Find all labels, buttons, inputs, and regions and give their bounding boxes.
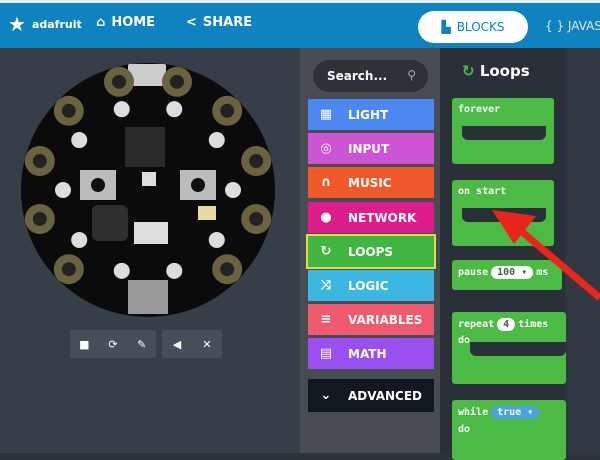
home-icon: ⌂: [96, 15, 106, 30]
category-advanced[interactable]: ⌄ ADVANCED: [308, 379, 434, 412]
category-logic[interactable]: ⤨ LOGIC: [308, 270, 434, 301]
chevron-down-icon: ⌄: [320, 388, 332, 403]
pin-hole: [61, 262, 76, 277]
shuffle-icon: ⤨: [320, 278, 332, 293]
block-forever[interactable]: forever: [452, 98, 554, 164]
repeat-count-input[interactable]: 4: [497, 318, 516, 331]
pin-hole: [220, 103, 235, 118]
category-loops[interactable]: ↻ LOOPS: [306, 234, 436, 269]
home-button[interactable]: ⌂ HOME: [96, 15, 156, 30]
share-button[interactable]: < SHARE: [186, 15, 253, 30]
block-on-start[interactable]: on start: [452, 180, 554, 246]
sim-controls-left: ■ ⟳ ✎: [70, 330, 156, 358]
search-icon: ⚲: [407, 68, 416, 82]
category-math[interactable]: ▤ MATH: [308, 338, 434, 369]
flyout-title: ↻ Loops: [462, 62, 530, 80]
target-icon: ◎: [320, 141, 332, 156]
neopixel-led: [71, 132, 88, 149]
block-repeat[interactable]: repeat 4 times do: [452, 312, 566, 384]
neopixel-led: [71, 231, 88, 248]
circuit-playground-board[interactable]: [0, 48, 300, 328]
neopixel-led: [208, 132, 225, 149]
share-icon: <: [186, 15, 197, 30]
neopixel-led: [55, 182, 71, 198]
headphones-icon: ∩: [320, 175, 332, 190]
workspace: [565, 48, 600, 453]
search-input[interactable]: Search... ⚲: [313, 60, 428, 92]
sim-controls-right: ◀ ✕: [162, 330, 222, 358]
list-icon: ≡: [320, 312, 332, 327]
star-icon: ★: [8, 12, 26, 36]
category-network[interactable]: ● NETWORK: [308, 202, 434, 233]
javascript-tab[interactable]: { } JAVAS: [545, 19, 600, 33]
chat-icon: ●: [320, 210, 332, 225]
blocks-tab[interactable]: ▙ BLOCKS: [418, 11, 528, 43]
stop-icon[interactable]: ■: [79, 337, 90, 351]
category-variables[interactable]: ≡ VARIABLES: [308, 304, 434, 335]
refresh-icon: ↻: [320, 244, 332, 259]
neopixel-led: [166, 101, 183, 118]
pin-hole: [249, 154, 264, 169]
adafruit-logo[interactable]: ★ adafruit: [8, 12, 82, 36]
pin-hole: [169, 74, 184, 89]
puzzle-icon: ▙: [441, 20, 451, 34]
neopixel-led: [208, 231, 225, 248]
neopixel-led: [225, 182, 241, 198]
restart-icon[interactable]: ⟳: [108, 337, 118, 351]
pin-hole: [112, 74, 127, 89]
top-bar: ★ adafruit ⌂ HOME < SHARE ▙ BLOCKS { } JAVAS: [0, 0, 600, 48]
category-music[interactable]: ∩ MUSIC: [308, 167, 434, 198]
pause-dropdown[interactable]: 100 ▾: [491, 266, 534, 279]
screenshot-icon[interactable]: ✎: [137, 337, 147, 351]
neopixel-led: [113, 101, 130, 118]
grid-icon: ▦: [319, 107, 333, 122]
refresh-icon: ↻: [462, 62, 475, 80]
pin-hole: [32, 211, 47, 226]
statement-slot: [462, 208, 546, 222]
category-input[interactable]: ◎ INPUT: [308, 133, 434, 164]
statement-slot: [470, 342, 566, 356]
block-pause[interactable]: pause 100 ▾ ms: [452, 260, 562, 290]
pin-hole: [220, 262, 235, 277]
block-while[interactable]: while true ▾ do: [452, 400, 566, 460]
neopixel-led: [166, 262, 183, 279]
neopixel-led: [113, 262, 130, 279]
category-light[interactable]: ▦ LIGHT: [308, 99, 434, 130]
pin-hole: [249, 211, 264, 226]
calculator-icon: ▤: [319, 346, 333, 361]
pin-hole: [32, 154, 47, 169]
while-condition-dropdown[interactable]: true ▾: [491, 406, 540, 419]
statement-slot: [462, 126, 546, 140]
sound-icon[interactable]: ◀: [172, 337, 182, 351]
pin-hole: [61, 103, 76, 118]
fullscreen-icon[interactable]: ✕: [202, 337, 212, 351]
